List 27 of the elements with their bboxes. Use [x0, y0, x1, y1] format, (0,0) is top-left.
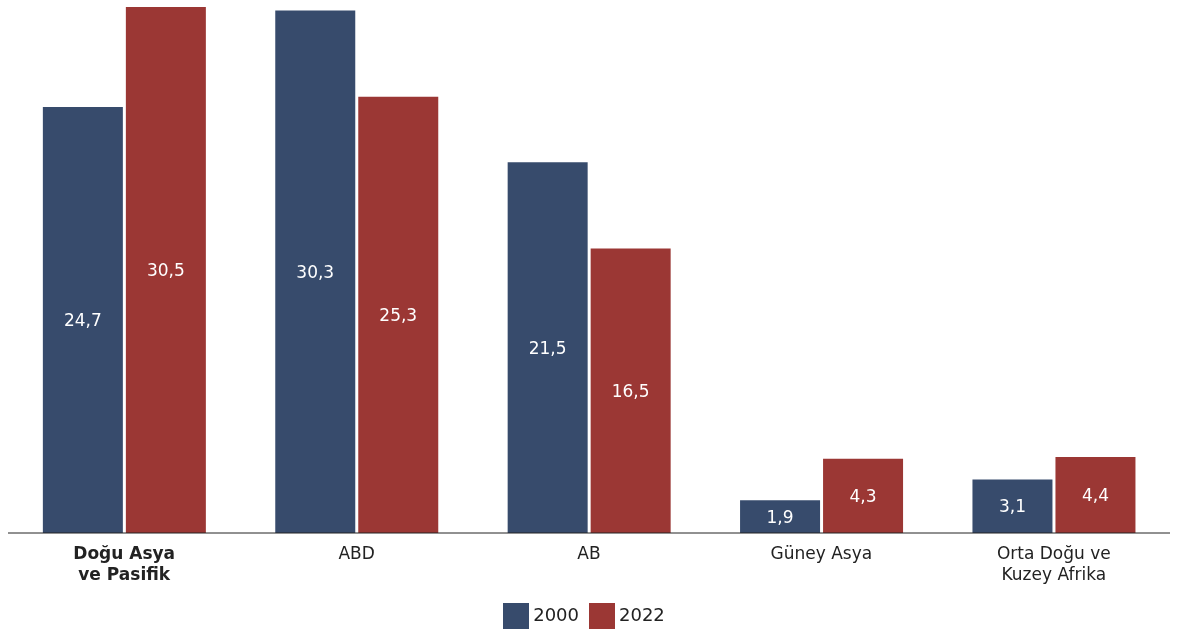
bar: [125, 7, 206, 533]
data-label: 4,4: [1081, 485, 1109, 506]
bar: [972, 479, 1053, 533]
bar: [740, 500, 821, 533]
data-label: 3,1: [998, 496, 1026, 517]
x-tick-label: Orta Doğu ve Kuzey Afrika: [996, 543, 1111, 584]
bar: [590, 248, 671, 533]
data-label: 4,3: [849, 485, 877, 506]
data-label: 25,3: [379, 304, 418, 325]
data-label: 30,5: [146, 260, 185, 281]
bar: [1055, 457, 1136, 533]
data-label: 1,9: [766, 506, 794, 527]
x-tick-label: Güney Asya: [770, 543, 873, 563]
data-label: 30,3: [296, 261, 335, 282]
x-tick-label: ABD: [338, 543, 375, 563]
bar: [358, 96, 439, 533]
legend-label: 2000: [533, 603, 579, 625]
data-label: 16,5: [611, 380, 650, 401]
bar: [42, 107, 123, 533]
legend-label: 2022: [619, 603, 665, 625]
x-tick-label: AB: [577, 543, 601, 563]
data-label: 21,5: [528, 337, 567, 358]
x-tick-label: Doğu Asya ve Pasifik: [73, 543, 176, 584]
bar: [507, 162, 588, 533]
bar: [275, 10, 356, 533]
data-label: 24,7: [63, 310, 102, 331]
bar: [823, 458, 904, 533]
